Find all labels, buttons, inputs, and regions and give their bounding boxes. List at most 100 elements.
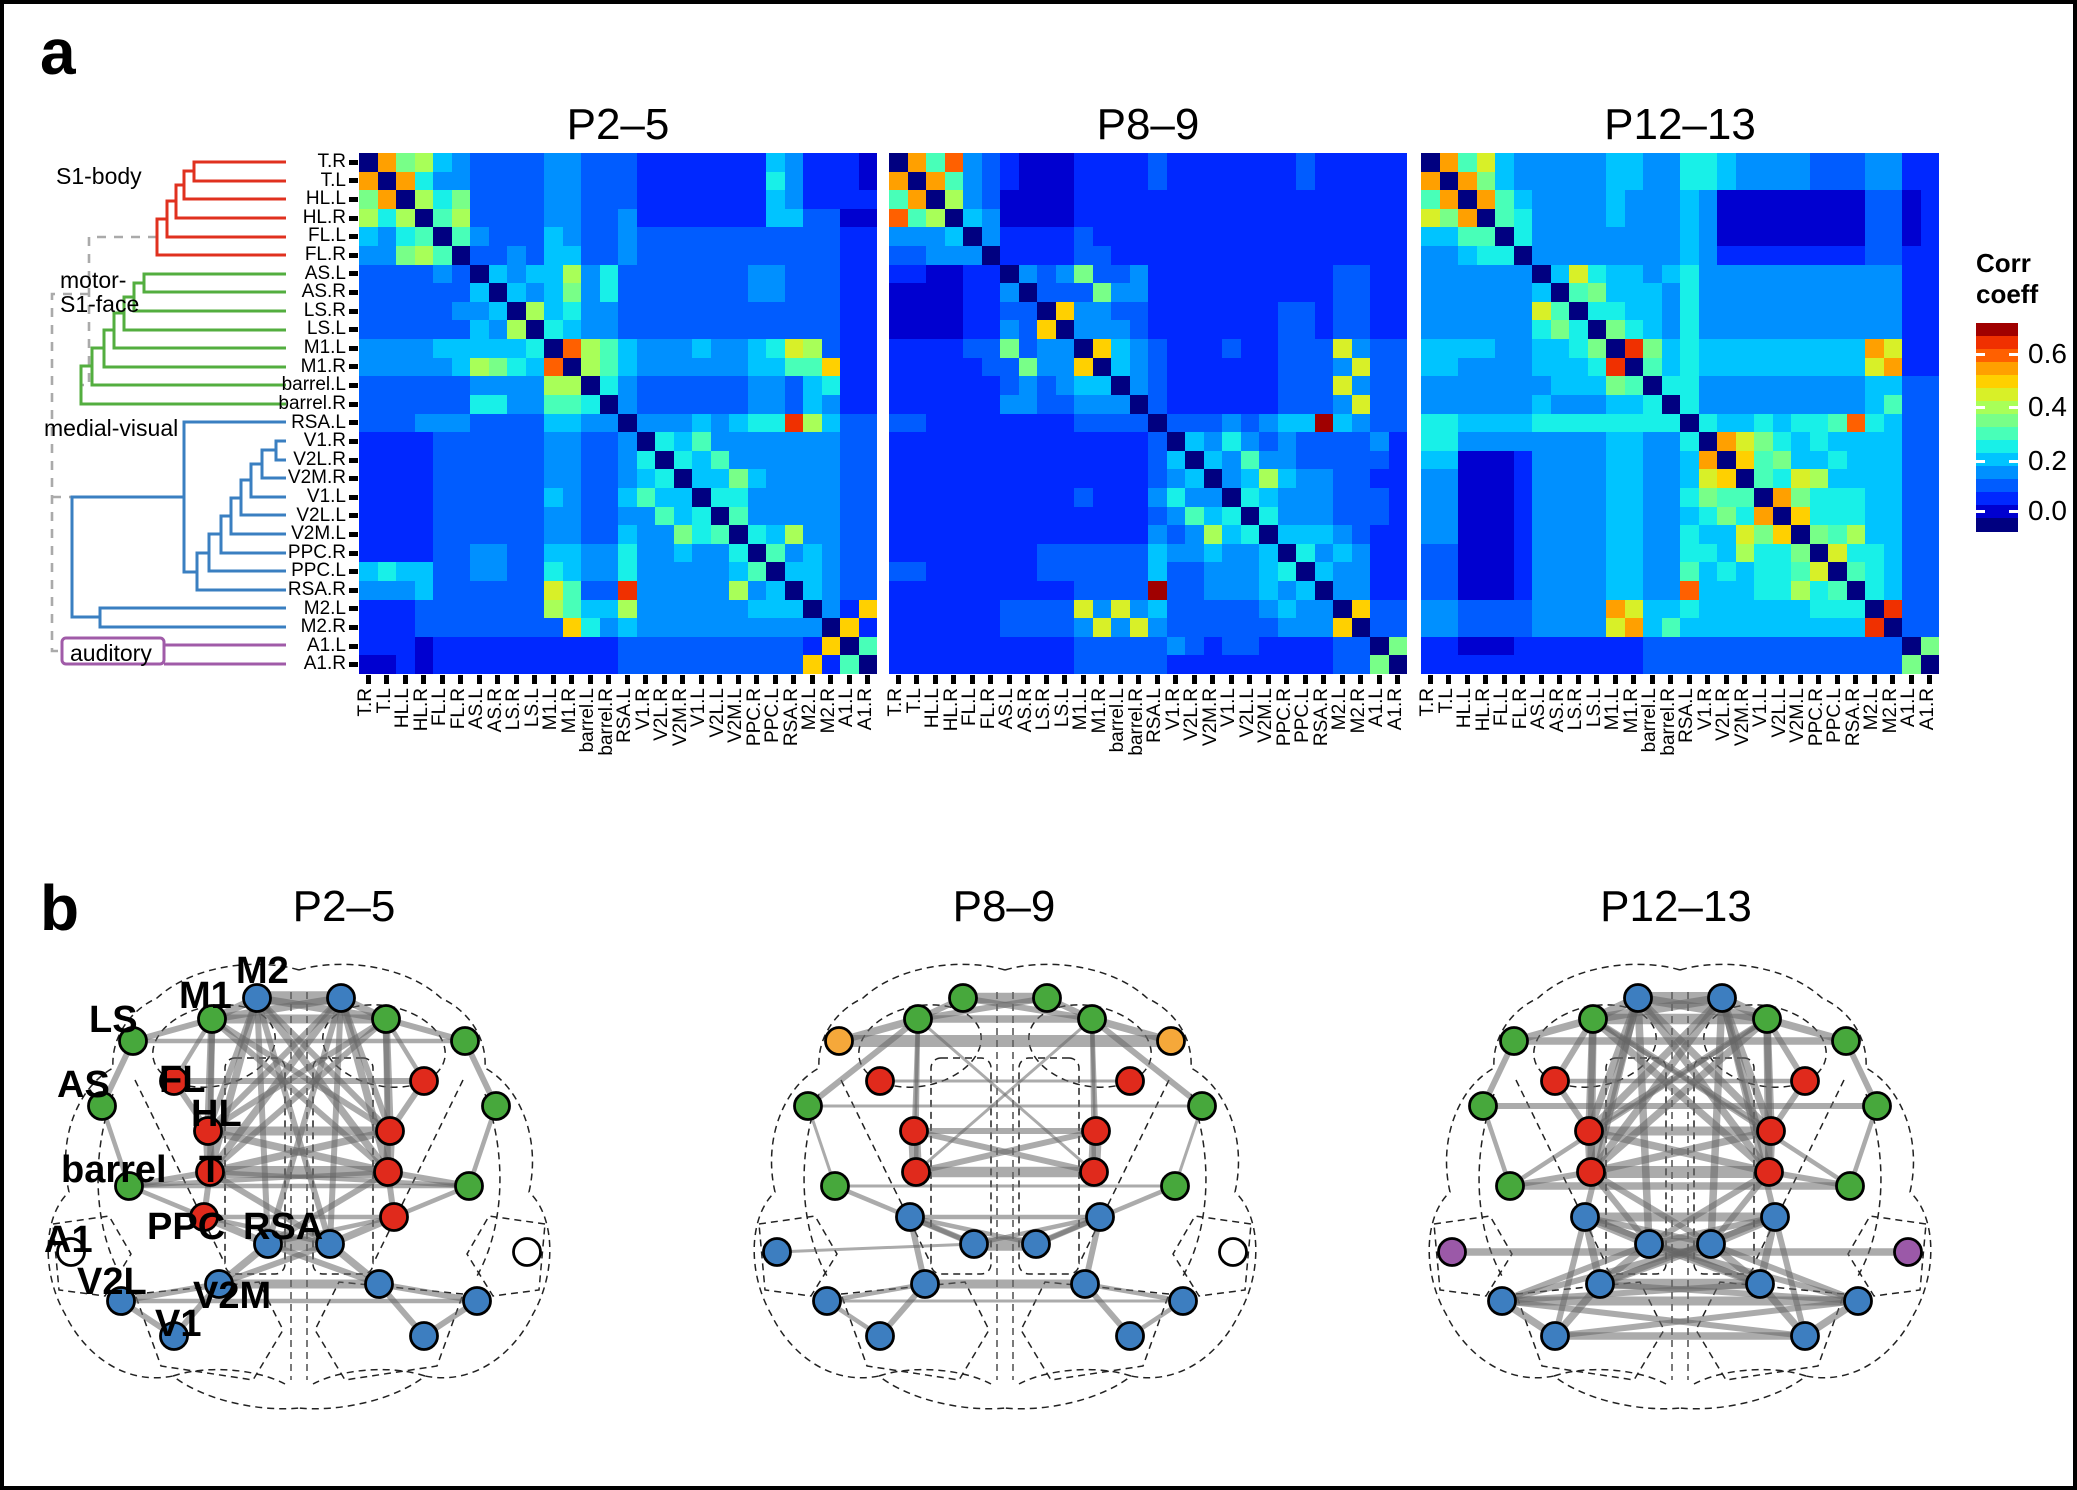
heatmap-cell — [944, 599, 963, 619]
colorbar-tick-mark — [1976, 460, 1985, 463]
heatmap-cell — [1439, 283, 1458, 302]
edge-PPC.L-V1.L — [1552, 1216, 1588, 1337]
heatmap-cell — [1111, 394, 1130, 414]
cluster-label-auditory: auditory — [70, 640, 152, 666]
col-tick — [809, 675, 815, 684]
heatmap-cell — [963, 190, 982, 209]
heatmap-cell — [562, 264, 581, 284]
heatmap-cell — [1624, 320, 1643, 340]
heatmap-cell — [1587, 450, 1606, 470]
heatmap-cell — [544, 246, 563, 265]
heatmap-cell — [747, 562, 766, 581]
heatmap-cell — [1000, 562, 1019, 581]
heatmap-cell — [907, 246, 926, 265]
heatmap-cell — [944, 543, 963, 563]
heatmap-cell — [1388, 283, 1407, 302]
heatmap-cell — [1370, 655, 1389, 674]
heatmap-cell — [1735, 413, 1754, 433]
heatmap-cell — [1865, 190, 1884, 209]
heatmap-cell — [1074, 543, 1093, 563]
heatmap-cell — [1370, 525, 1389, 544]
heatmap-cell — [507, 506, 526, 526]
heatmap-cell — [359, 357, 378, 377]
heatmap-cell — [655, 264, 674, 284]
heatmap-cell — [433, 543, 452, 563]
heatmap-cell — [1587, 339, 1606, 358]
node-A1.R — [1218, 1237, 1248, 1267]
heatmap-cell — [1717, 562, 1736, 581]
heatmap-cell — [963, 208, 982, 228]
heatmap-cell — [1439, 394, 1458, 414]
heatmap-cell — [488, 655, 507, 674]
node-PPC.R — [1085, 1202, 1115, 1232]
heatmap-cell — [963, 562, 982, 581]
heatmap-cell — [1809, 506, 1828, 526]
heatmap-cell — [889, 301, 908, 321]
heatmap-cell — [618, 208, 637, 228]
heatmap-cell — [1314, 394, 1333, 414]
heatmap-cell — [710, 469, 729, 488]
node-A1.L — [56, 1237, 86, 1267]
col-tick — [661, 675, 667, 684]
heatmap-cell — [1698, 320, 1717, 340]
heatmap-cell — [1203, 227, 1222, 247]
heatmap-cell — [1458, 357, 1477, 377]
heatmap-cell — [907, 469, 926, 488]
node-barrel.R — [1160, 1171, 1190, 1201]
heatmap-cell — [1000, 227, 1019, 247]
heatmap-cell — [1314, 506, 1333, 526]
heatmap-cell — [1680, 357, 1699, 377]
heatmap-cell — [784, 432, 803, 451]
heatmap-cell — [562, 580, 581, 600]
heatmap-cell — [636, 618, 655, 637]
heatmap-cell — [1129, 580, 1148, 600]
heatmap-cell — [1846, 208, 1865, 228]
col-tick — [1210, 675, 1216, 684]
node-M2.R — [1032, 983, 1062, 1013]
heatmap-cell — [944, 525, 963, 544]
col-tick — [1575, 675, 1581, 684]
heatmap-cell — [1550, 171, 1569, 191]
col-tick — [791, 675, 797, 684]
heatmap-cell — [1587, 153, 1606, 172]
heatmap-cell — [1148, 208, 1167, 228]
node-AS.L — [793, 1091, 823, 1121]
col-tick — [643, 675, 649, 684]
heatmap-cell — [1791, 655, 1810, 674]
heatmap-cell — [1643, 580, 1662, 600]
heatmap-cell — [1074, 153, 1093, 172]
heatmap-cell — [1680, 655, 1699, 674]
heatmap-cell — [1606, 339, 1625, 358]
heatmap-cell — [1606, 413, 1625, 433]
heatmap-cell — [766, 376, 785, 395]
heatmap-cell — [1495, 580, 1514, 600]
heatmap-cell — [507, 264, 526, 284]
heatmap-cell — [1883, 432, 1902, 451]
heatmap-cell — [1074, 246, 1093, 265]
heatmap-cell — [1458, 208, 1477, 228]
heatmap-cell — [488, 301, 507, 321]
heatmap-cell — [1587, 320, 1606, 340]
col-tick — [1395, 675, 1401, 684]
row-tick — [349, 643, 358, 649]
heatmap-cell — [1902, 580, 1921, 600]
heatmap-cell — [1333, 246, 1352, 265]
colorbar-band — [1976, 401, 2018, 415]
heatmap-cell — [562, 432, 581, 451]
heatmap-cell — [1111, 246, 1130, 265]
heatmap-cell — [1092, 636, 1111, 656]
heatmap-cell — [1018, 655, 1037, 674]
heatmap-cell — [1624, 655, 1643, 674]
heatmap-cell — [1166, 562, 1185, 581]
row-label-FL.R: FL.R — [304, 244, 346, 266]
heatmap-cell — [1203, 208, 1222, 228]
heatmap-cell — [821, 394, 840, 414]
heatmap-cell — [1495, 190, 1514, 209]
heatmap-cell — [1240, 450, 1259, 470]
heatmap-cell — [1092, 339, 1111, 358]
heatmap-cell — [907, 636, 926, 656]
heatmap-cell — [710, 171, 729, 191]
heatmap-cell — [889, 636, 908, 656]
heatmap-cell — [1828, 618, 1847, 637]
heatmap-cell — [1920, 580, 1939, 600]
